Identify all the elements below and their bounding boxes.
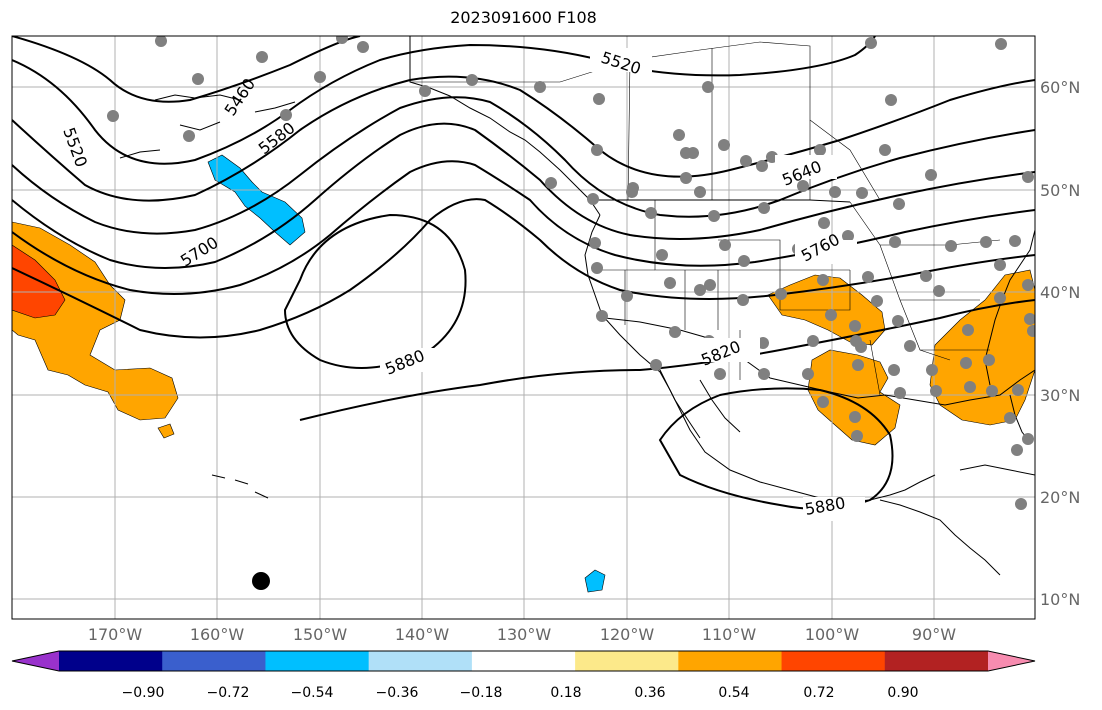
map-title: 2023091600 F108 (450, 8, 597, 27)
latitude-labels: 60°N 50°N 40°N 30°N 20°N 10°N (1040, 78, 1080, 609)
colorbar-segment (59, 651, 163, 671)
colorbar-segment (575, 651, 679, 671)
colorbar-segment (781, 651, 886, 671)
colorbar-segment (162, 651, 266, 671)
colorbar-tick-label: −0.90 (122, 685, 165, 701)
colorbar-segment (884, 651, 989, 671)
colorbar-segment (265, 651, 370, 671)
colorbar-segment (471, 651, 576, 671)
cuba (959, 464, 1035, 476)
lat-label: 60°N (1040, 78, 1080, 97)
colorbar-tick-label: 0.36 (634, 685, 665, 701)
colorbar-tick-label: 0.18 (550, 685, 581, 701)
map-frame (11, 35, 1036, 620)
colorbar-tick-label: −0.36 (376, 685, 419, 701)
colorbar-tick-label: −0.18 (460, 685, 503, 701)
lon-label: 110°W (702, 625, 757, 644)
lon-label: 160°W (190, 625, 245, 644)
colorbar-tick-label: −0.54 (291, 685, 334, 701)
lat-label: 50°N (1040, 181, 1080, 200)
negative-anomaly-fills (207, 154, 606, 593)
west-coast (584, 214, 936, 503)
lon-label: 130°W (497, 625, 552, 644)
anomaly-area-southeast (929, 269, 1035, 426)
colorbar-segment (678, 651, 783, 671)
colorbar-extend-max (988, 651, 1035, 671)
colorbar-tick-label: 0.54 (718, 685, 749, 701)
anomaly-area-pacific-west (12, 221, 179, 421)
colorbar (11, 650, 1036, 672)
lon-label: 100°W (805, 625, 860, 644)
hawaii (211, 474, 269, 499)
longitude-labels: 170°W 160°W 150°W 140°W 130°W 120°W 110°… (88, 625, 956, 644)
lat-label: 40°N (1040, 283, 1080, 302)
lon-label: 150°W (293, 625, 348, 644)
central-america (879, 499, 1001, 576)
lat-label: 10°N (1040, 590, 1080, 609)
lat-label: 30°N (1040, 386, 1080, 405)
anomaly-area-east-pacific (584, 569, 606, 593)
anomaly-area-pacific-small (157, 423, 175, 439)
colorbar-tick-labels: −0.90 −0.72 −0.54 −0.36 −0.18 0.18 0.36 … (122, 685, 919, 701)
colorbar-tick-label: −0.72 (207, 685, 250, 701)
contour-labels: 5520 5460 5580 5520 5640 5700 5760 5880 … (59, 48, 865, 521)
contour-5880-high (283, 213, 467, 369)
lon-label: 90°W (912, 625, 956, 644)
lat-label: 20°N (1040, 488, 1080, 507)
colorbar-outline (11, 650, 1036, 672)
baja-california (654, 359, 741, 439)
contour-5880-gulf (658, 387, 894, 510)
colorbar-tick-label: 0.72 (803, 685, 834, 701)
colorbar-extend-min (12, 651, 59, 671)
lon-label: 120°W (600, 625, 655, 644)
highlighted-station (252, 572, 270, 590)
lon-label: 140°W (395, 625, 450, 644)
canada-us-border (597, 199, 851, 203)
gulf-coast (799, 369, 1035, 406)
colorbar-segment (368, 651, 473, 671)
anomaly-area-gulf-of-alaska (207, 154, 306, 246)
colorbar-tick-label: 0.90 (887, 685, 918, 701)
lon-label: 170°W (88, 625, 143, 644)
